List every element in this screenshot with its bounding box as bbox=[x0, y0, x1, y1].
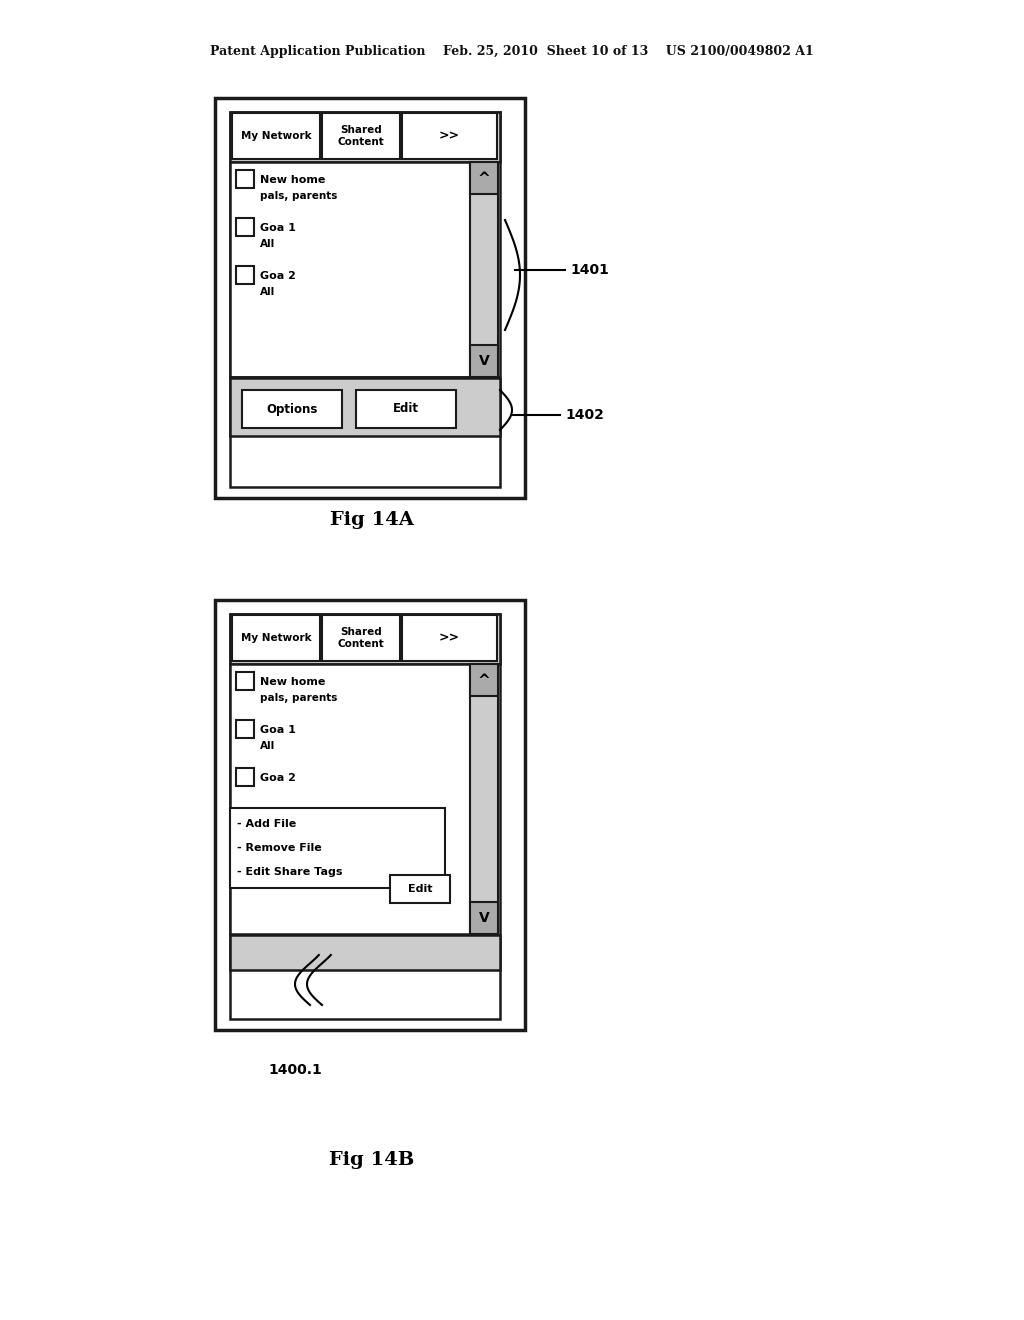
Text: Goa 2: Goa 2 bbox=[260, 774, 296, 783]
Bar bbox=[470, 162, 498, 378]
Text: My Network: My Network bbox=[241, 131, 311, 141]
Text: All: All bbox=[260, 741, 275, 751]
Bar bbox=[402, 615, 497, 661]
Bar bbox=[470, 664, 498, 696]
Text: 1401: 1401 bbox=[570, 263, 609, 277]
Text: Goa 1: Goa 1 bbox=[260, 725, 296, 735]
Bar bbox=[230, 935, 500, 970]
Text: - Remove File: - Remove File bbox=[237, 843, 322, 853]
Bar bbox=[230, 614, 500, 664]
Text: - Add File: - Add File bbox=[237, 818, 296, 829]
Text: ^: ^ bbox=[477, 170, 490, 186]
Text: Fig 14A: Fig 14A bbox=[330, 511, 414, 529]
Bar bbox=[215, 98, 525, 498]
Bar bbox=[236, 218, 254, 236]
Bar bbox=[236, 719, 254, 738]
Bar bbox=[230, 664, 470, 935]
Text: >>: >> bbox=[438, 129, 460, 143]
Bar bbox=[230, 378, 500, 436]
Text: V: V bbox=[478, 354, 489, 368]
Bar bbox=[470, 902, 498, 935]
Bar bbox=[470, 664, 498, 935]
Bar bbox=[230, 112, 500, 487]
Bar bbox=[236, 267, 254, 284]
Text: >>: >> bbox=[438, 631, 460, 644]
Bar bbox=[230, 162, 470, 378]
Bar bbox=[230, 808, 445, 888]
Text: New home: New home bbox=[260, 176, 326, 185]
Bar bbox=[236, 170, 254, 187]
Text: All: All bbox=[260, 239, 275, 249]
Bar bbox=[322, 615, 400, 661]
Bar bbox=[230, 112, 500, 162]
Bar bbox=[470, 345, 498, 378]
Text: V: V bbox=[478, 911, 489, 925]
Bar bbox=[322, 114, 400, 158]
Bar bbox=[232, 114, 319, 158]
Bar bbox=[402, 114, 497, 158]
Text: pals, parents: pals, parents bbox=[260, 191, 337, 201]
Text: Patent Application Publication    Feb. 25, 2010  Sheet 10 of 13    US 2100/00498: Patent Application Publication Feb. 25, … bbox=[210, 45, 814, 58]
Text: Shared
Content: Shared Content bbox=[338, 627, 384, 649]
Text: Options: Options bbox=[266, 403, 317, 416]
Text: New home: New home bbox=[260, 677, 326, 686]
Text: 1402: 1402 bbox=[565, 408, 604, 422]
Bar bbox=[236, 672, 254, 690]
Bar bbox=[230, 614, 500, 1019]
Text: Shared
Content: Shared Content bbox=[338, 125, 384, 147]
Text: ^: ^ bbox=[477, 672, 490, 688]
Bar bbox=[356, 389, 456, 428]
Text: 1400.1: 1400.1 bbox=[268, 1063, 322, 1077]
Text: Edit: Edit bbox=[393, 403, 419, 416]
Bar bbox=[390, 875, 450, 903]
Text: pals, parents: pals, parents bbox=[260, 693, 337, 704]
Bar bbox=[236, 768, 254, 785]
Text: - Edit Share Tags: - Edit Share Tags bbox=[237, 867, 342, 876]
Text: Goa 2: Goa 2 bbox=[260, 271, 296, 281]
Bar bbox=[232, 615, 319, 661]
Bar bbox=[242, 389, 342, 428]
Text: Goa 1: Goa 1 bbox=[260, 223, 296, 234]
Text: All: All bbox=[260, 286, 275, 297]
Text: Edit: Edit bbox=[408, 884, 432, 894]
Bar bbox=[215, 601, 525, 1030]
Text: My Network: My Network bbox=[241, 634, 311, 643]
Text: Fig 14B: Fig 14B bbox=[330, 1151, 415, 1170]
Bar bbox=[470, 162, 498, 194]
